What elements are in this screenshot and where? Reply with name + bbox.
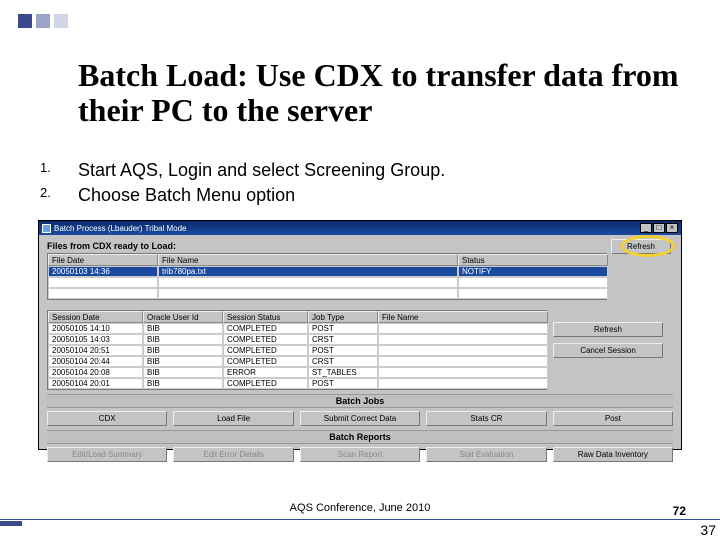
outer-page-number: 37 xyxy=(700,522,716,538)
batch-jobs-row: CDX Load File Submit Correct Data Stats … xyxy=(47,411,673,426)
col-header[interactable]: Status xyxy=(458,254,608,266)
table-row[interactable]: 20050104 20:44BIBCOMPLETEDCRST xyxy=(48,356,546,367)
refresh-top-button[interactable]: Refresh xyxy=(611,239,671,254)
step-number: 2. xyxy=(40,185,78,206)
stat-evaluation-button[interactable]: Stat Evaluation xyxy=(426,447,546,462)
cdx-button[interactable]: CDX xyxy=(47,411,167,426)
page-number: 72 xyxy=(673,504,686,518)
col-header[interactable]: File Date xyxy=(48,254,158,266)
col-header[interactable]: Session Status xyxy=(223,311,308,323)
refresh-button[interactable]: Refresh xyxy=(553,322,663,337)
table-row[interactable] xyxy=(48,277,606,288)
load-file-button[interactable]: Load File xyxy=(173,411,293,426)
window-titlebar: Batch Process (Lbauder) Tribal Mode _ □ … xyxy=(39,221,681,235)
raw-data-inventory-button[interactable]: Raw Data Inventory xyxy=(553,447,673,462)
cdx-files-grid[interactable]: File Date File Name Status 20050103 14:3… xyxy=(47,253,607,300)
table-row[interactable]: 20050103 14:36 trib780pa.txt NOTIFY xyxy=(48,266,606,277)
stats-cr-button[interactable]: Stats CR xyxy=(426,411,546,426)
slide-decoration xyxy=(18,14,68,28)
close-button[interactable]: × xyxy=(666,223,678,233)
slide-steps: 1.Start AQS, Login and select Screening … xyxy=(40,160,680,210)
cdx-files-label: Files from CDX ready to Load: xyxy=(47,241,673,251)
batch-reports-label: Batch Reports xyxy=(47,430,673,444)
edit-load-summary-button[interactable]: Edit/Load Summary xyxy=(47,447,167,462)
step-text: Start AQS, Login and select Screening Gr… xyxy=(78,160,445,181)
step-number: 1. xyxy=(40,160,78,181)
col-header[interactable]: File Name xyxy=(378,311,548,323)
app-icon xyxy=(42,224,51,233)
table-row[interactable]: 20050105 14:03BIBCOMPLETEDCRST xyxy=(48,334,546,345)
col-header[interactable]: Oracle User Id xyxy=(143,311,223,323)
maximize-button[interactable]: □ xyxy=(653,223,665,233)
table-row[interactable]: 20050104 20:51BIBCOMPLETEDPOST xyxy=(48,345,546,356)
batch-reports-row: Edit/Load Summary Edit Error Details Sca… xyxy=(47,447,673,462)
minimize-button[interactable]: _ xyxy=(640,223,652,233)
window-title: Batch Process (Lbauder) Tribal Mode xyxy=(54,224,187,233)
cancel-session-button[interactable]: Cancel Session xyxy=(553,343,663,358)
sessions-grid[interactable]: Session Date Oracle User Id Session Stat… xyxy=(47,310,547,390)
app-window: Batch Process (Lbauder) Tribal Mode _ □ … xyxy=(38,220,682,450)
step-text: Choose Batch Menu option xyxy=(78,185,295,206)
edit-error-details-button[interactable]: Edit Error Details xyxy=(173,447,293,462)
slide-title: Batch Load: Use CDX to transfer data fro… xyxy=(78,58,680,128)
submit-correct-data-button[interactable]: Submit Correct Data xyxy=(300,411,420,426)
col-header[interactable]: File Name xyxy=(158,254,458,266)
col-header[interactable]: Job Type xyxy=(308,311,378,323)
slide-footer-rule xyxy=(0,519,720,520)
scan-report-button[interactable]: Scan Report xyxy=(300,447,420,462)
col-header[interactable]: Session Date xyxy=(48,311,143,323)
table-row[interactable]: 20050104 20:01BIBCOMPLETEDPOST xyxy=(48,378,546,389)
table-row[interactable]: 20050104 20:08BIBERRORST_TABLES xyxy=(48,367,546,378)
table-row[interactable] xyxy=(48,288,606,299)
table-row[interactable]: 20050105 14:10BIBCOMPLETEDPOST xyxy=(48,323,546,334)
slide-footer: AQS Conference, June 2010 xyxy=(0,502,720,514)
post-button[interactable]: Post xyxy=(553,411,673,426)
batch-jobs-label: Batch Jobs xyxy=(47,394,673,408)
